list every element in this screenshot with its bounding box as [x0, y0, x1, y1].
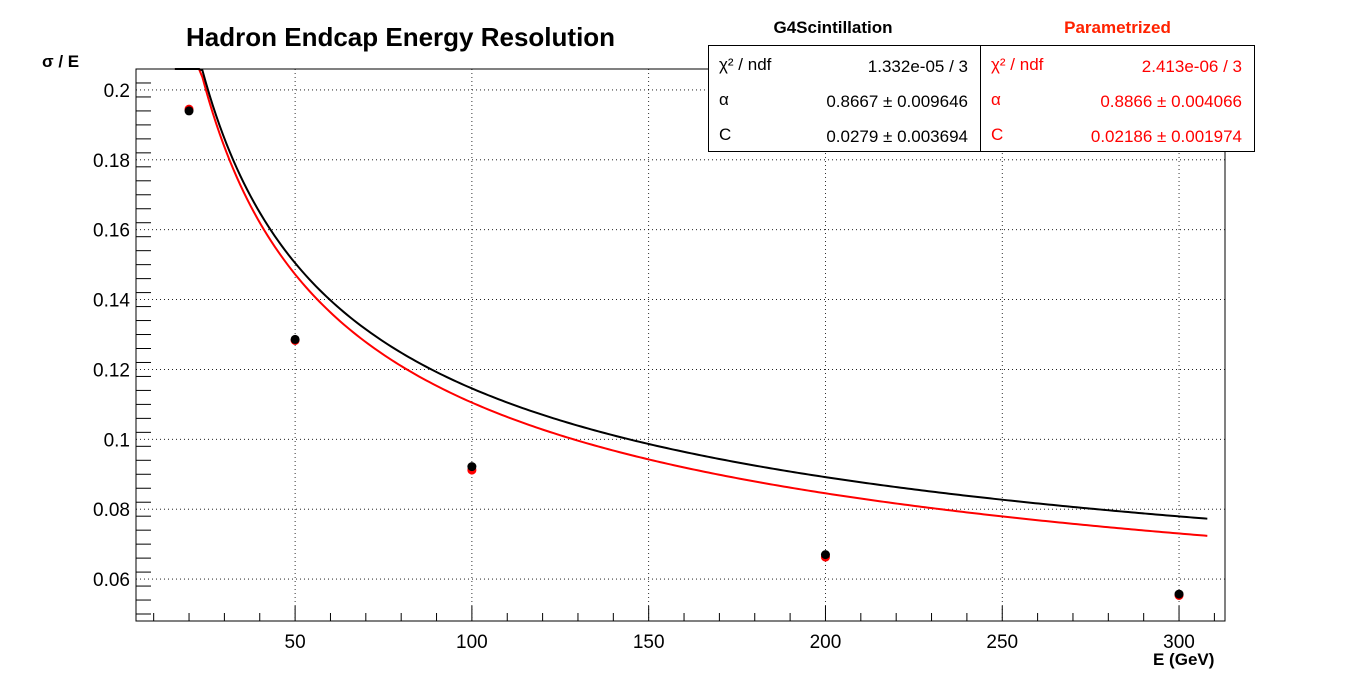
x-tick-label: 50 — [285, 632, 306, 653]
x-tick-label: 100 — [456, 632, 488, 653]
stat-row-alpha: α 0.8866 ± 0.004066 — [981, 83, 1254, 117]
stat-row-c: C 0.02186 ± 0.001974 — [981, 118, 1254, 152]
data-point-g4scintillation — [820, 550, 830, 560]
stats-header-g4scintillation: G4Scintillation — [773, 18, 893, 37]
stat-name: α — [719, 90, 729, 109]
y-tick-label: 0.16 — [93, 221, 130, 242]
y-tick-label: 0.1 — [104, 430, 130, 451]
stat-name: C — [991, 125, 1004, 144]
x-tick-label: 150 — [633, 632, 665, 653]
stat-row-c: C 0.0279 ± 0.003694 — [709, 118, 980, 152]
y-tick-label: 0.06 — [93, 570, 130, 591]
x-tick-label: 250 — [986, 632, 1018, 653]
x-tick-label: 300 — [1163, 632, 1195, 653]
stat-value: 2.413e-06 / 3 — [1141, 57, 1242, 76]
y-axis-label: σ / E — [42, 52, 80, 71]
stat-name: α — [991, 90, 1001, 109]
data-point-g4scintillation — [467, 462, 477, 472]
axes: 50 100 150 200 250 300 0.06 0.08 0.1 0.12 0.14 0.16… — [93, 68, 1215, 653]
stat-name: χ² / ndf — [719, 55, 772, 74]
y-tick-label: 0.18 — [93, 151, 130, 172]
chart-title: Hadron Endcap Energy Resolution — [186, 22, 616, 52]
y-tick-label: 0.08 — [93, 500, 130, 521]
stat-value: 0.8866 ± 0.004066 — [1100, 92, 1242, 111]
grid-lines — [136, 69, 1225, 621]
stat-row-alpha: α 0.8667 ± 0.009646 — [709, 83, 980, 117]
stat-name: C — [719, 125, 732, 144]
data-point-g4scintillation — [1174, 589, 1184, 599]
stat-name: χ² / ndf — [991, 55, 1044, 74]
y-tick-label: 0.12 — [93, 360, 130, 381]
fit-curve-parametrized — [174, 68, 1208, 537]
data-point-g4scintillation — [290, 334, 300, 344]
stats-box-parametrized: χ² / ndf 2.413e-06 / 3 α 0.8866 ± 0.0040… — [980, 45, 1255, 152]
x-axis-label: E (GeV) — [1153, 650, 1215, 669]
fit-curve-g4scintillation — [174, 68, 1208, 520]
stat-value: 0.0279 ± 0.003694 — [826, 127, 968, 146]
fit-curves — [174, 68, 1208, 537]
stats-box-g4scintillation: χ² / ndf 1.332e-05 / 3 α 0.8667 ± 0.0096… — [708, 45, 981, 152]
stat-value: 0.8667 ± 0.009646 — [826, 92, 968, 111]
stat-value: 1.332e-05 / 3 — [867, 57, 968, 76]
stats-header-parametrized: Parametrized — [1064, 18, 1171, 37]
y-tick-label: 0.2 — [104, 81, 130, 102]
data-points — [184, 104, 1184, 600]
y-tick-label: 0.14 — [93, 291, 130, 312]
stat-value: 0.02186 ± 0.001974 — [1090, 127, 1242, 146]
stat-row-chi2: χ² / ndf 2.413e-06 / 3 — [981, 48, 1254, 82]
stat-row-chi2: χ² / ndf 1.332e-05 / 3 — [709, 48, 980, 82]
plot-frame — [135, 68, 1226, 622]
x-tick-label: 200 — [810, 632, 842, 653]
data-point-g4scintillation — [184, 106, 194, 116]
